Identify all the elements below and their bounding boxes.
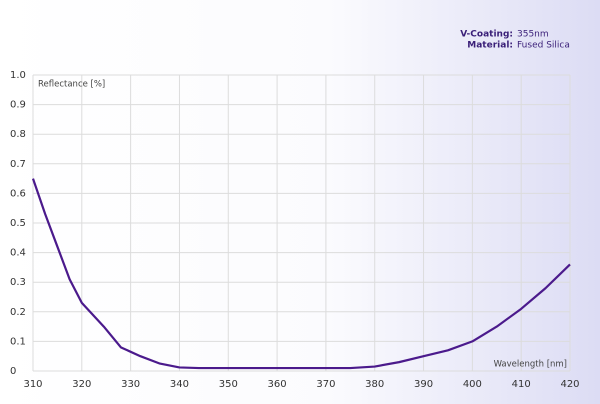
y-tick-label: 0.4 [10,248,26,259]
y-tick-label: 0.1 [10,336,26,347]
annotation-label: V-Coating: [460,30,513,40]
x-tick-label: 340 [170,379,189,390]
y-tick-label: 0.9 [10,100,26,111]
x-tick-label: 310 [23,379,42,390]
x-tick-label: 380 [365,379,384,390]
y-tick-label: 0 [10,366,16,377]
x-tick-label: 390 [414,379,433,390]
y-axis-label: Reflectance [%] [38,80,105,90]
y-tick-label: 1.0 [10,70,26,81]
x-tick-label: 360 [268,379,287,390]
y-tick-label: 0.5 [10,218,26,229]
x-tick-label: 400 [463,379,482,390]
x-tick-label: 420 [560,379,579,390]
x-tick-label: 370 [316,379,335,390]
y-tick-label: 0.7 [10,159,26,170]
y-tick-label: 0.2 [10,307,26,318]
y-tick-label: 0.8 [10,129,26,140]
x-tick-label: 410 [512,379,531,390]
x-tick-label: 330 [121,379,140,390]
grid [32,74,571,372]
y-tick-label: 0.6 [10,188,26,199]
x-tick-label: 350 [219,379,238,390]
x-tick-label: 320 [72,379,91,390]
annotation-value: Fused Silica [517,41,570,51]
annotation-label: Material: [467,41,513,51]
annotation-value: 355nm [517,30,549,40]
x-axis-label: Wavelength [nm] [494,360,567,370]
y-tick-label: 0.3 [10,277,26,288]
data-line [31,178,571,370]
